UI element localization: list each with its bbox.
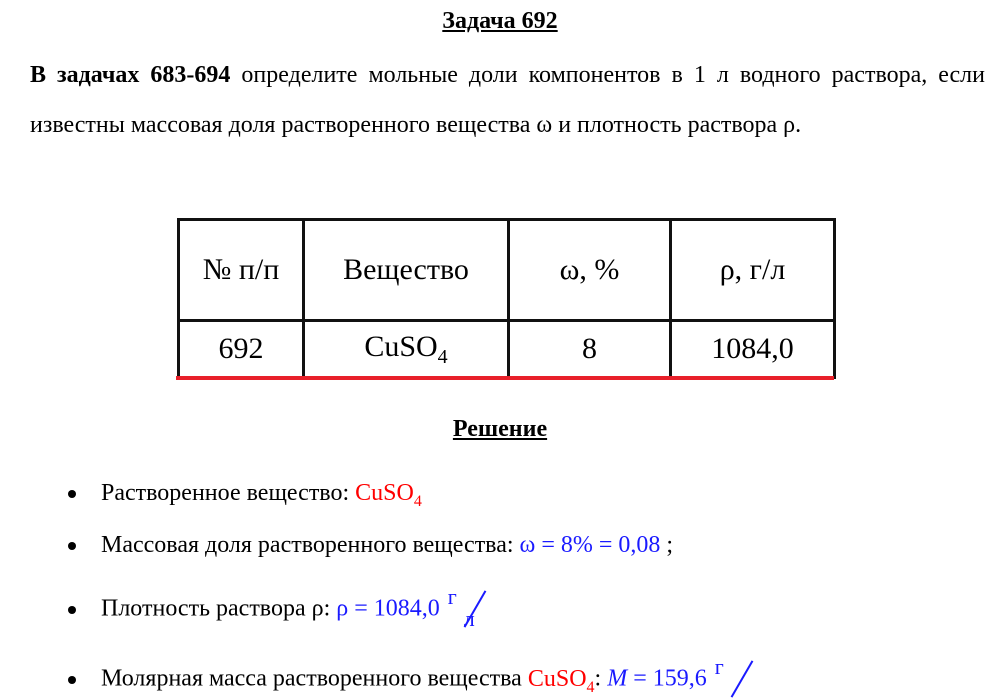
bullet-icon [68,676,76,684]
item-label: Растворенное вещество: [101,480,356,506]
task-statement: В задачах 683-694 определите мольные дол… [30,50,985,150]
data-table: № п/п Вещество ω, % ρ, г/л 692 CuSO4 8 1… [177,218,836,379]
item-formula: = 159,6 [627,665,707,692]
table-header-row: № п/п Вещество ω, % ρ, г/л [177,218,836,322]
list-item: Молярная масса растворенного вещества Cu… [68,654,754,700]
item-value: CuSO4 [527,665,595,696]
item-value: CuSO4 [355,480,422,510]
cell-omega: 8 [507,319,672,379]
item-tail: ; [660,532,674,558]
item-label: Плотность раствора ρ: [101,595,337,622]
table-row: 692 CuSO4 8 1084,0 [177,319,836,379]
unit-fraction: г [713,654,754,700]
item-formula: ρ = 1084,0 [336,595,440,622]
header-rho: ρ, г/л [669,218,836,322]
table-underline [176,376,834,380]
item-label: Молярная масса растворенного вещества [101,665,528,692]
bullet-icon [68,606,76,614]
bullet-icon [68,490,76,499]
substance-subscript: 4 [437,345,448,368]
task-range: В задачах 683-694 [30,62,231,88]
header-substance: Вещество [302,218,510,322]
task-title: Задача 692 [442,8,558,34]
task-text: определите мольные доли компонентов в 1 … [30,62,986,138]
item-colon: : [594,665,608,692]
substance-formula: CuSO [364,329,438,363]
item-formula: ω = 8% = 0,08 [519,532,661,558]
cell-num: 692 [177,319,305,379]
cell-substance: CuSO4 [302,319,510,379]
item-formula-symbol: M [607,665,628,692]
cell-rho: 1084,0 [669,319,836,379]
solution-title: Решение [452,416,548,442]
header-num: № п/п [177,218,305,322]
list-item: Массовая доля растворенного вещества: ω … [68,532,673,559]
header-omega: ω, % [507,218,672,322]
bullet-icon [68,542,76,551]
list-item: Растворенное вещество: CuSO4 [68,480,422,511]
item-label: Массовая доля растворенного вещества: [101,532,520,558]
